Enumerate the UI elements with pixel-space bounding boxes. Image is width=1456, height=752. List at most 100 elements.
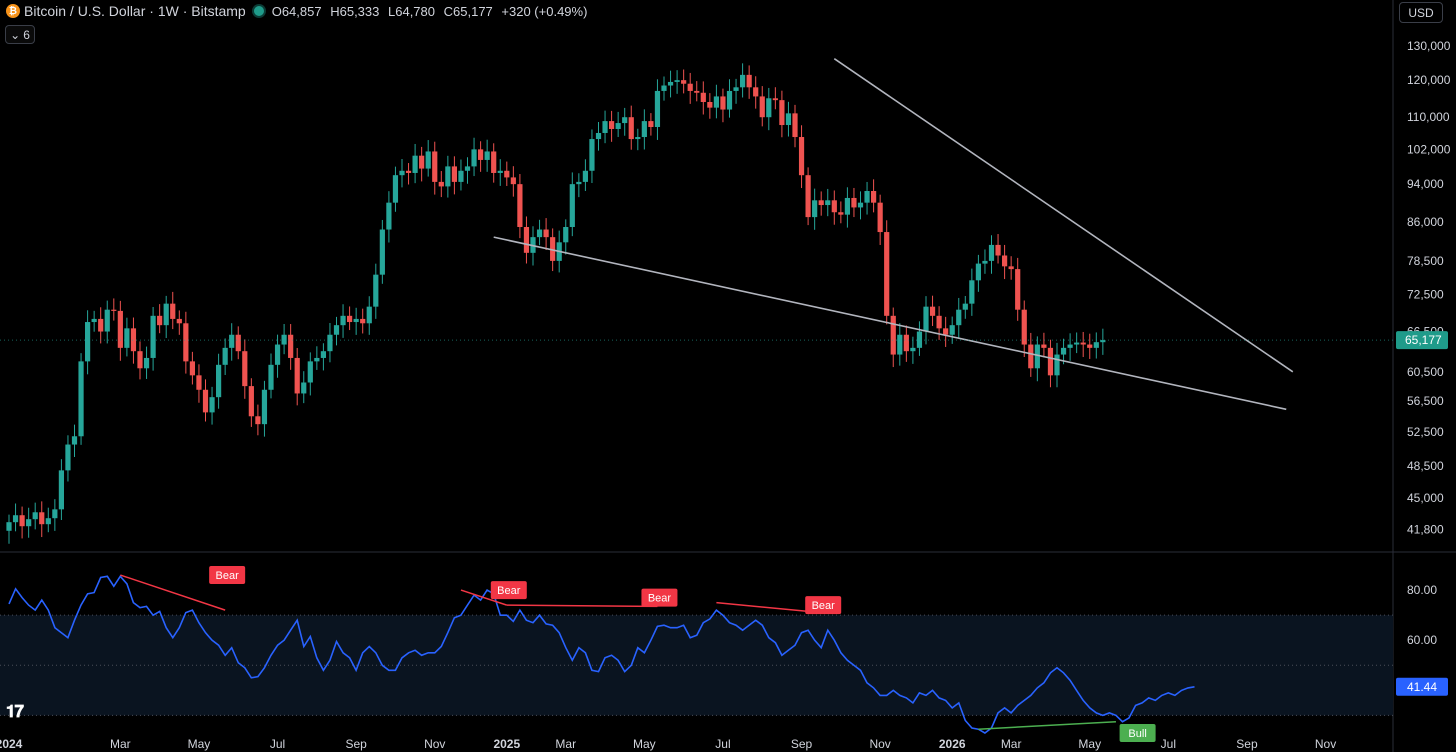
bear-candle <box>1015 269 1021 310</box>
bear-candle <box>700 92 706 103</box>
bull-candle <box>78 361 84 437</box>
rsi-last-label: 41.44 <box>1407 680 1437 694</box>
rsi-last-badge <box>1396 677 1448 696</box>
bull-candle <box>222 347 228 365</box>
rsi-tick-label: 60.00 <box>1407 633 1437 647</box>
bear-label-badge <box>805 596 842 615</box>
bull-candle <box>464 166 471 171</box>
rsi-line <box>8 574 1195 734</box>
market-status-icon <box>253 6 264 16</box>
bear-candle <box>111 309 117 311</box>
bull-candle <box>399 170 405 176</box>
bull-candle <box>379 229 385 275</box>
time-tick-label: Mar <box>1001 737 1022 751</box>
bear-candle <box>478 149 484 160</box>
indicators-collapse-button[interactable]: ⌄ 6 <box>5 25 35 44</box>
change-value: +320 (+0.49%) <box>501 3 588 19</box>
bull-candle <box>916 331 923 348</box>
time-tick-label: 2026 <box>939 737 966 751</box>
bull-candle <box>143 357 150 369</box>
bull-candle <box>988 244 995 261</box>
time-tick-label: Sep <box>791 737 813 751</box>
bear-label-badge <box>490 581 527 600</box>
bull-candle <box>897 334 903 355</box>
price-tick-label: 41,800 <box>1407 522 1444 536</box>
time-tick-label: Nov <box>424 737 445 751</box>
bull-candle <box>563 227 569 243</box>
bear-candle <box>419 155 425 169</box>
bear-candle <box>929 306 936 316</box>
bull-candle <box>864 190 870 203</box>
bull-candle <box>641 121 647 138</box>
bear-candle <box>1008 266 1014 270</box>
bear-candle <box>294 357 300 394</box>
bear-candle <box>19 515 25 527</box>
bear-candle <box>438 181 444 187</box>
bull-candle <box>949 325 955 335</box>
bear-candle <box>157 315 163 326</box>
bull-candle <box>766 98 772 118</box>
price-tick-label: 102,000 <box>1407 142 1451 156</box>
bear-candle <box>248 386 254 417</box>
bull-candle <box>65 444 71 471</box>
bear-candle <box>628 117 634 140</box>
bull-candle <box>1060 347 1067 355</box>
bear-candle <box>890 315 896 355</box>
time-tick-label: Nov <box>1315 737 1336 751</box>
trendline <box>833 58 1294 373</box>
bear-candle <box>504 170 510 178</box>
bear-candle <box>432 151 438 182</box>
bear-candle <box>189 361 195 376</box>
currency-button[interactable]: USD <box>1399 2 1443 23</box>
bull-candle <box>674 80 680 82</box>
time-tick-label: Sep <box>345 737 367 751</box>
symbol-title[interactable]: Bitcoin / U.S. Dollar · 1W · Bitstamp <box>24 3 246 19</box>
bull-candle <box>274 344 281 365</box>
bull-candle <box>6 522 12 531</box>
bull-candle <box>268 364 274 390</box>
open-value: O64,857 <box>271 3 322 19</box>
bull-candle <box>602 121 608 133</box>
bull-candle <box>635 137 641 140</box>
bear-candle <box>39 512 45 525</box>
bear-label-badge <box>209 566 246 585</box>
bull-candle <box>582 170 588 182</box>
time-tick-label: May <box>1078 737 1101 751</box>
bear-candle <box>170 303 176 319</box>
bear-candle <box>517 184 523 228</box>
bear-candle <box>792 113 798 138</box>
bull-candle <box>471 149 477 167</box>
bear-candle <box>694 90 700 93</box>
price-tick-label: 45,000 <box>1407 491 1444 505</box>
bear-candle <box>255 416 261 425</box>
bull-candle <box>333 325 340 335</box>
bear-candle <box>609 121 615 129</box>
bear-candle <box>451 166 457 182</box>
bear-label: Bear <box>812 600 836 612</box>
time-tick-label: Mar <box>555 737 576 751</box>
bull-candle <box>85 322 91 362</box>
bull-candle <box>975 263 981 281</box>
indicator-count: 6 <box>23 27 30 42</box>
bull-candle <box>163 303 169 326</box>
bear-label: Bear <box>497 585 521 597</box>
bull-candle <box>52 509 58 519</box>
bull-label: Bull <box>1128 728 1146 740</box>
time-tick-label: May <box>633 737 656 751</box>
time-tick-label: Jul <box>1161 737 1176 751</box>
bull-candle <box>58 470 64 510</box>
bear-candle <box>405 170 412 173</box>
bull-candle <box>595 132 602 140</box>
bear-candle <box>360 318 366 324</box>
bear-candle <box>818 200 824 206</box>
bull-candle <box>216 364 222 398</box>
bear-candle <box>543 229 549 238</box>
bear-candle <box>995 244 1001 256</box>
bear-candle <box>805 175 811 218</box>
bull-candle <box>412 155 418 173</box>
bull-candle <box>261 389 268 425</box>
bull-candle <box>124 328 130 348</box>
ohlc-readout: O64,857 H65,333 L64,780 C65,177 +320 (+0… <box>272 4 593 19</box>
low-value: L64,780 <box>388 3 435 19</box>
